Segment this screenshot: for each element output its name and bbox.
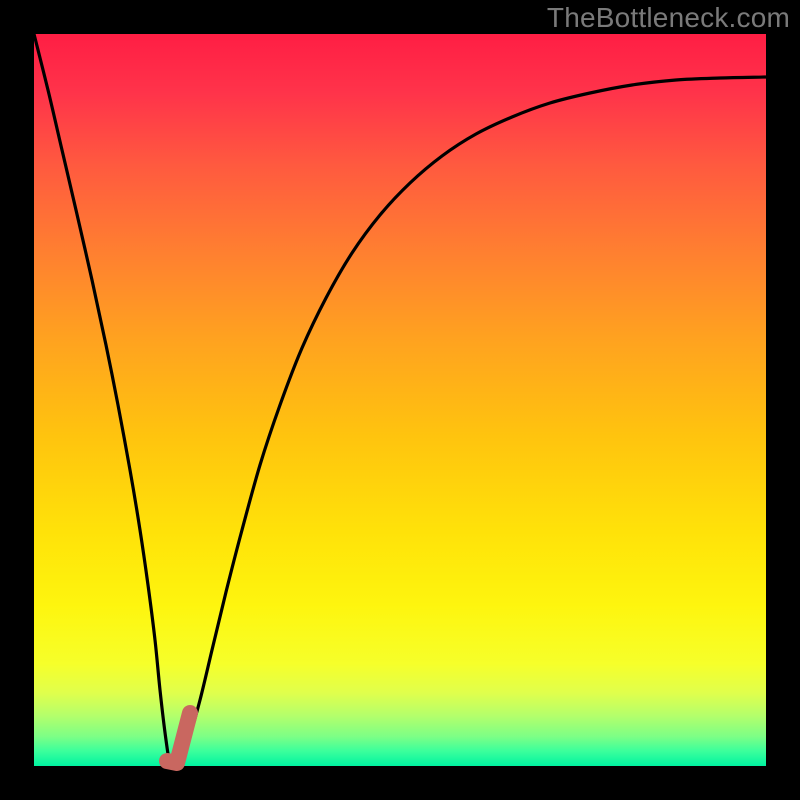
chart-container: { "watermark": { "text": "TheBottleneck.… <box>0 0 800 800</box>
watermark-text: TheBottleneck.com <box>547 2 790 34</box>
chart-background <box>34 34 766 766</box>
bottleneck-chart <box>0 0 800 800</box>
